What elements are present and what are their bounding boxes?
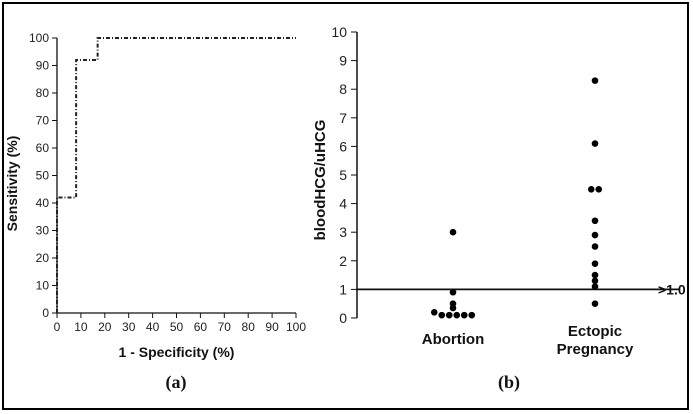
threshold-label: >1.0 — [658, 281, 686, 297]
data-point — [595, 186, 603, 193]
panel-label-b: (b) — [498, 372, 520, 393]
y-tick-label: 50 — [36, 169, 50, 183]
data-point — [460, 311, 468, 319]
x-tick-label: 80 — [242, 320, 256, 334]
data-point — [591, 271, 599, 279]
data-point — [449, 288, 457, 296]
y-tick-label: 0 — [42, 306, 49, 320]
x-tick-label: 60 — [194, 320, 208, 334]
y-tick-label: 1 — [339, 281, 347, 297]
y-tick-label: 20 — [36, 251, 50, 265]
x-axis-label: 1 - Specificity (%) — [119, 344, 235, 360]
x-category-label-ectopic: Ectopic Pregnancy — [557, 323, 634, 358]
x-tick-label: 30 — [122, 320, 136, 334]
y-tick-label: 2 — [339, 253, 347, 269]
data-point — [587, 186, 595, 193]
panel-label-a: (a) — [166, 372, 187, 393]
data-point — [591, 217, 599, 225]
data-point — [591, 243, 599, 250]
y-tick-label: 9 — [339, 53, 347, 69]
data-point — [591, 260, 599, 267]
data-point — [591, 140, 599, 147]
y-tick-label: 80 — [36, 86, 50, 100]
x-tick-label: 40 — [146, 320, 160, 334]
data-point — [430, 308, 438, 316]
x-category-label-abortion: Abortion — [422, 331, 484, 348]
y-axis-label: Sensitivity (%) — [4, 136, 20, 232]
x-tick-label: 10 — [74, 320, 88, 334]
x-category-label-line: Ectopic — [568, 323, 622, 340]
y-tick-label: 40 — [36, 196, 50, 210]
x-tick-label: 20 — [98, 320, 112, 334]
scatter-chart: 0 1 2 3 4 5 6 7 8 9 10 >1.0 Abortion Ectopic Pregnancy… — [312, 24, 686, 393]
data-point — [449, 304, 457, 312]
x-tick-label: 50 — [170, 320, 184, 334]
y-tick-label: 7 — [339, 110, 347, 126]
x-tick-label: 90 — [265, 320, 279, 334]
y-tick-label: 6 — [339, 138, 347, 154]
y-tick-label: 10 — [36, 279, 50, 293]
y-tick-label: 8 — [339, 81, 347, 97]
data-point — [438, 311, 446, 319]
roc-curve — [56, 37, 296, 313]
data-point — [591, 77, 599, 84]
data-point — [453, 311, 461, 319]
x-tick-label: 100 — [286, 320, 306, 334]
y-tick-label: 5 — [339, 167, 347, 183]
y-axis-label: bloodHCG/uHCG — [312, 120, 329, 241]
roc-chart: 0 10 20 30 40 50 60 70 80 90 100 0 10 20 30 40 50 60 70 80 9… — [4, 31, 306, 393]
x-tick-label: 0 — [54, 320, 61, 334]
data-point — [591, 283, 599, 290]
data-point — [591, 300, 599, 308]
y-tick-label: 10 — [331, 24, 347, 40]
data-point — [591, 277, 599, 285]
data-point — [445, 311, 453, 319]
data-point — [591, 231, 599, 239]
y-tick-label: 60 — [36, 141, 50, 155]
x-tick-label: 70 — [218, 320, 232, 334]
data-point — [449, 228, 457, 236]
data-point — [468, 311, 476, 319]
x-category-label-line: Pregnancy — [557, 341, 634, 358]
y-tick-label: 0 — [339, 310, 347, 326]
y-tick-label: 70 — [36, 114, 50, 128]
y-tick-label: 100 — [29, 31, 49, 45]
figure-frame — [2, 2, 689, 410]
y-tick-label: 4 — [339, 196, 347, 212]
y-tick-label: 3 — [339, 224, 347, 240]
y-tick-label: 30 — [36, 224, 50, 238]
y-tick-label: 90 — [36, 59, 50, 73]
